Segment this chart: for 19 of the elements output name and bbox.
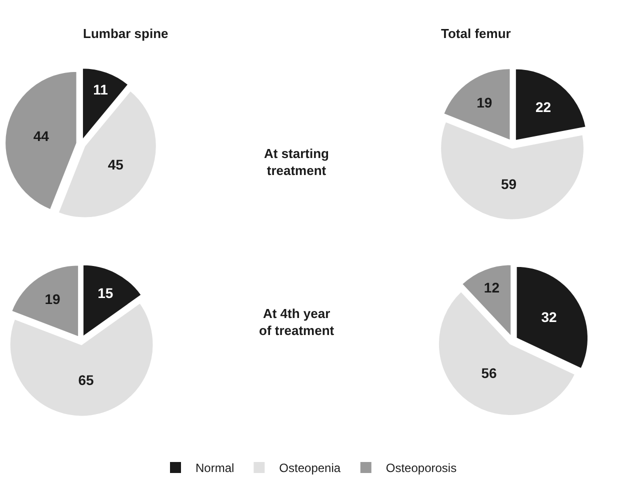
data-label: 15 [98, 284, 114, 301]
data-label: 44 [33, 128, 50, 144]
legend-label: Osteopenia [279, 461, 341, 476]
data-label: 22 [535, 98, 552, 115]
chart-title: Total femur [441, 26, 511, 41]
data-label: 32 [541, 309, 558, 326]
text: At 4th year of treatment [259, 306, 335, 338]
data-label: 59 [501, 176, 517, 192]
legend-label: Normal [196, 461, 234, 476]
chart-title: Lumbar spine [83, 26, 168, 41]
data-label: 12 [484, 280, 500, 296]
data-label: 65 [78, 372, 94, 388]
data-label: 19 [476, 94, 492, 110]
data-label: 19 [44, 291, 61, 308]
data-label: 45 [108, 156, 124, 172]
text: At starting treatment [264, 146, 330, 178]
legend-label: Osteoporosis [386, 461, 457, 476]
data-label: 56 [481, 364, 497, 381]
data-label: 11 [93, 81, 108, 98]
